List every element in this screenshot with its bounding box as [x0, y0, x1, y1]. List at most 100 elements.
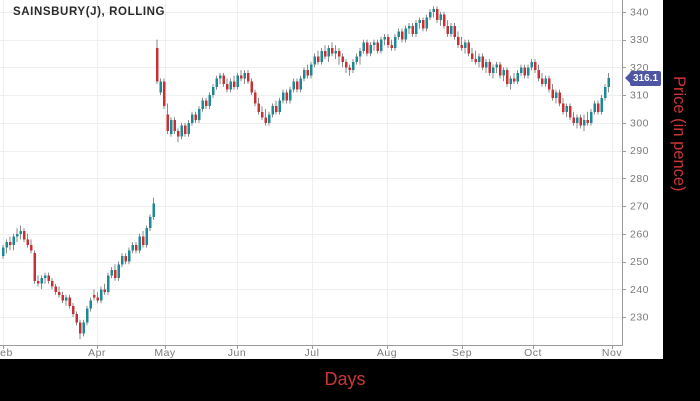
candle-down — [512, 78, 516, 82]
candle-up — [589, 111, 593, 123]
candle-up — [159, 81, 162, 93]
candle-down — [285, 92, 288, 101]
candle-down — [26, 239, 29, 245]
candle-up — [362, 42, 365, 51]
candle-down — [57, 292, 61, 295]
candle-up — [187, 122, 190, 134]
candle-down — [579, 117, 582, 126]
candle-up — [509, 78, 512, 85]
candle-up — [495, 64, 498, 68]
candle-down — [78, 322, 82, 334]
candle-down — [232, 81, 236, 87]
candle-down — [348, 67, 351, 71]
candle-up — [180, 125, 183, 137]
candle-up — [407, 25, 411, 29]
candle-down — [540, 78, 544, 85]
x-tick-label: Jun — [228, 347, 246, 359]
candle-down — [36, 280, 40, 284]
x-tick-label: Oct — [524, 347, 542, 359]
axis-tick-labels: 230240250260270280290300310320330340FebA… — [0, 6, 649, 359]
candle-down — [155, 47, 159, 82]
y-tick-label: 270 — [630, 201, 649, 213]
candle-up — [99, 289, 103, 301]
candle-down — [250, 81, 253, 93]
candle-down — [537, 70, 540, 79]
candle-down — [446, 25, 449, 35]
candle-up — [355, 56, 358, 62]
candle-down — [596, 103, 600, 112]
candle-down — [488, 61, 491, 73]
candle-down — [183, 125, 187, 134]
candle-down — [411, 25, 414, 35]
candle-up — [428, 11, 432, 18]
candle-up — [491, 67, 495, 73]
candlestick-chart[interactable]: 230240250260270280290300310320330340FebA… — [0, 0, 663, 359]
candle-up — [208, 95, 211, 107]
candle-up — [131, 244, 134, 251]
candles[interactable] — [1, 6, 610, 340]
candle-down — [75, 314, 78, 323]
candle-up — [211, 86, 215, 96]
candle-up — [40, 278, 43, 284]
y-tick-label: 300 — [630, 117, 649, 129]
candle-up — [519, 67, 523, 73]
candle-down — [330, 47, 334, 54]
candle-up — [309, 64, 313, 76]
candle-down — [50, 280, 54, 287]
candle-up — [379, 39, 383, 51]
candle-up — [145, 228, 148, 245]
candle-up — [432, 9, 435, 12]
candle-up — [600, 97, 603, 112]
candle-down — [260, 111, 264, 118]
candle-up — [449, 25, 453, 35]
candle-up — [288, 89, 292, 101]
candle-up — [85, 308, 89, 323]
candle-down — [96, 297, 99, 301]
x-tick-label: Sep — [452, 347, 472, 359]
candle-down — [92, 294, 96, 298]
candle-up — [603, 86, 607, 98]
price-tag-arrow-icon — [625, 73, 630, 84]
candle-up — [218, 75, 222, 79]
candle-up — [117, 264, 120, 279]
candle-up — [267, 114, 271, 123]
candle-up — [369, 45, 372, 54]
candle-down — [558, 92, 561, 104]
candle-up — [383, 36, 386, 40]
y-tick-label: 230 — [630, 311, 649, 323]
candle-up — [1, 247, 5, 256]
candle-up — [372, 42, 376, 46]
candle-down — [166, 114, 169, 132]
candle-down — [8, 242, 12, 245]
candle-down — [456, 36, 460, 46]
x-tick-label: Nov — [602, 347, 622, 359]
candle-up — [607, 78, 610, 87]
candle-up — [404, 28, 407, 40]
candle-up — [313, 56, 316, 65]
candle-down — [274, 106, 278, 112]
candle-up — [582, 120, 586, 126]
candle-up — [19, 231, 22, 234]
candle-up — [516, 72, 519, 82]
candle-up — [414, 23, 418, 35]
candle-down — [344, 61, 348, 68]
candle-down — [523, 67, 526, 76]
candle-down — [561, 103, 565, 112]
candle-down — [222, 75, 225, 85]
candle-up — [302, 70, 306, 79]
candle-up — [271, 106, 274, 115]
candle-down — [376, 42, 379, 51]
candle-down — [547, 78, 551, 90]
candle-up — [138, 236, 141, 251]
candle-down — [162, 81, 166, 107]
candle-down — [71, 305, 75, 315]
candle-down — [141, 236, 145, 245]
candle-up — [201, 100, 204, 109]
candle-down — [442, 14, 446, 26]
candle-down — [225, 84, 229, 90]
candle-down — [103, 289, 106, 293]
candle-up — [82, 322, 85, 334]
candle-up — [544, 78, 547, 85]
y-axis-title: Price (in pence) — [670, 76, 688, 192]
candle-up — [575, 117, 579, 123]
